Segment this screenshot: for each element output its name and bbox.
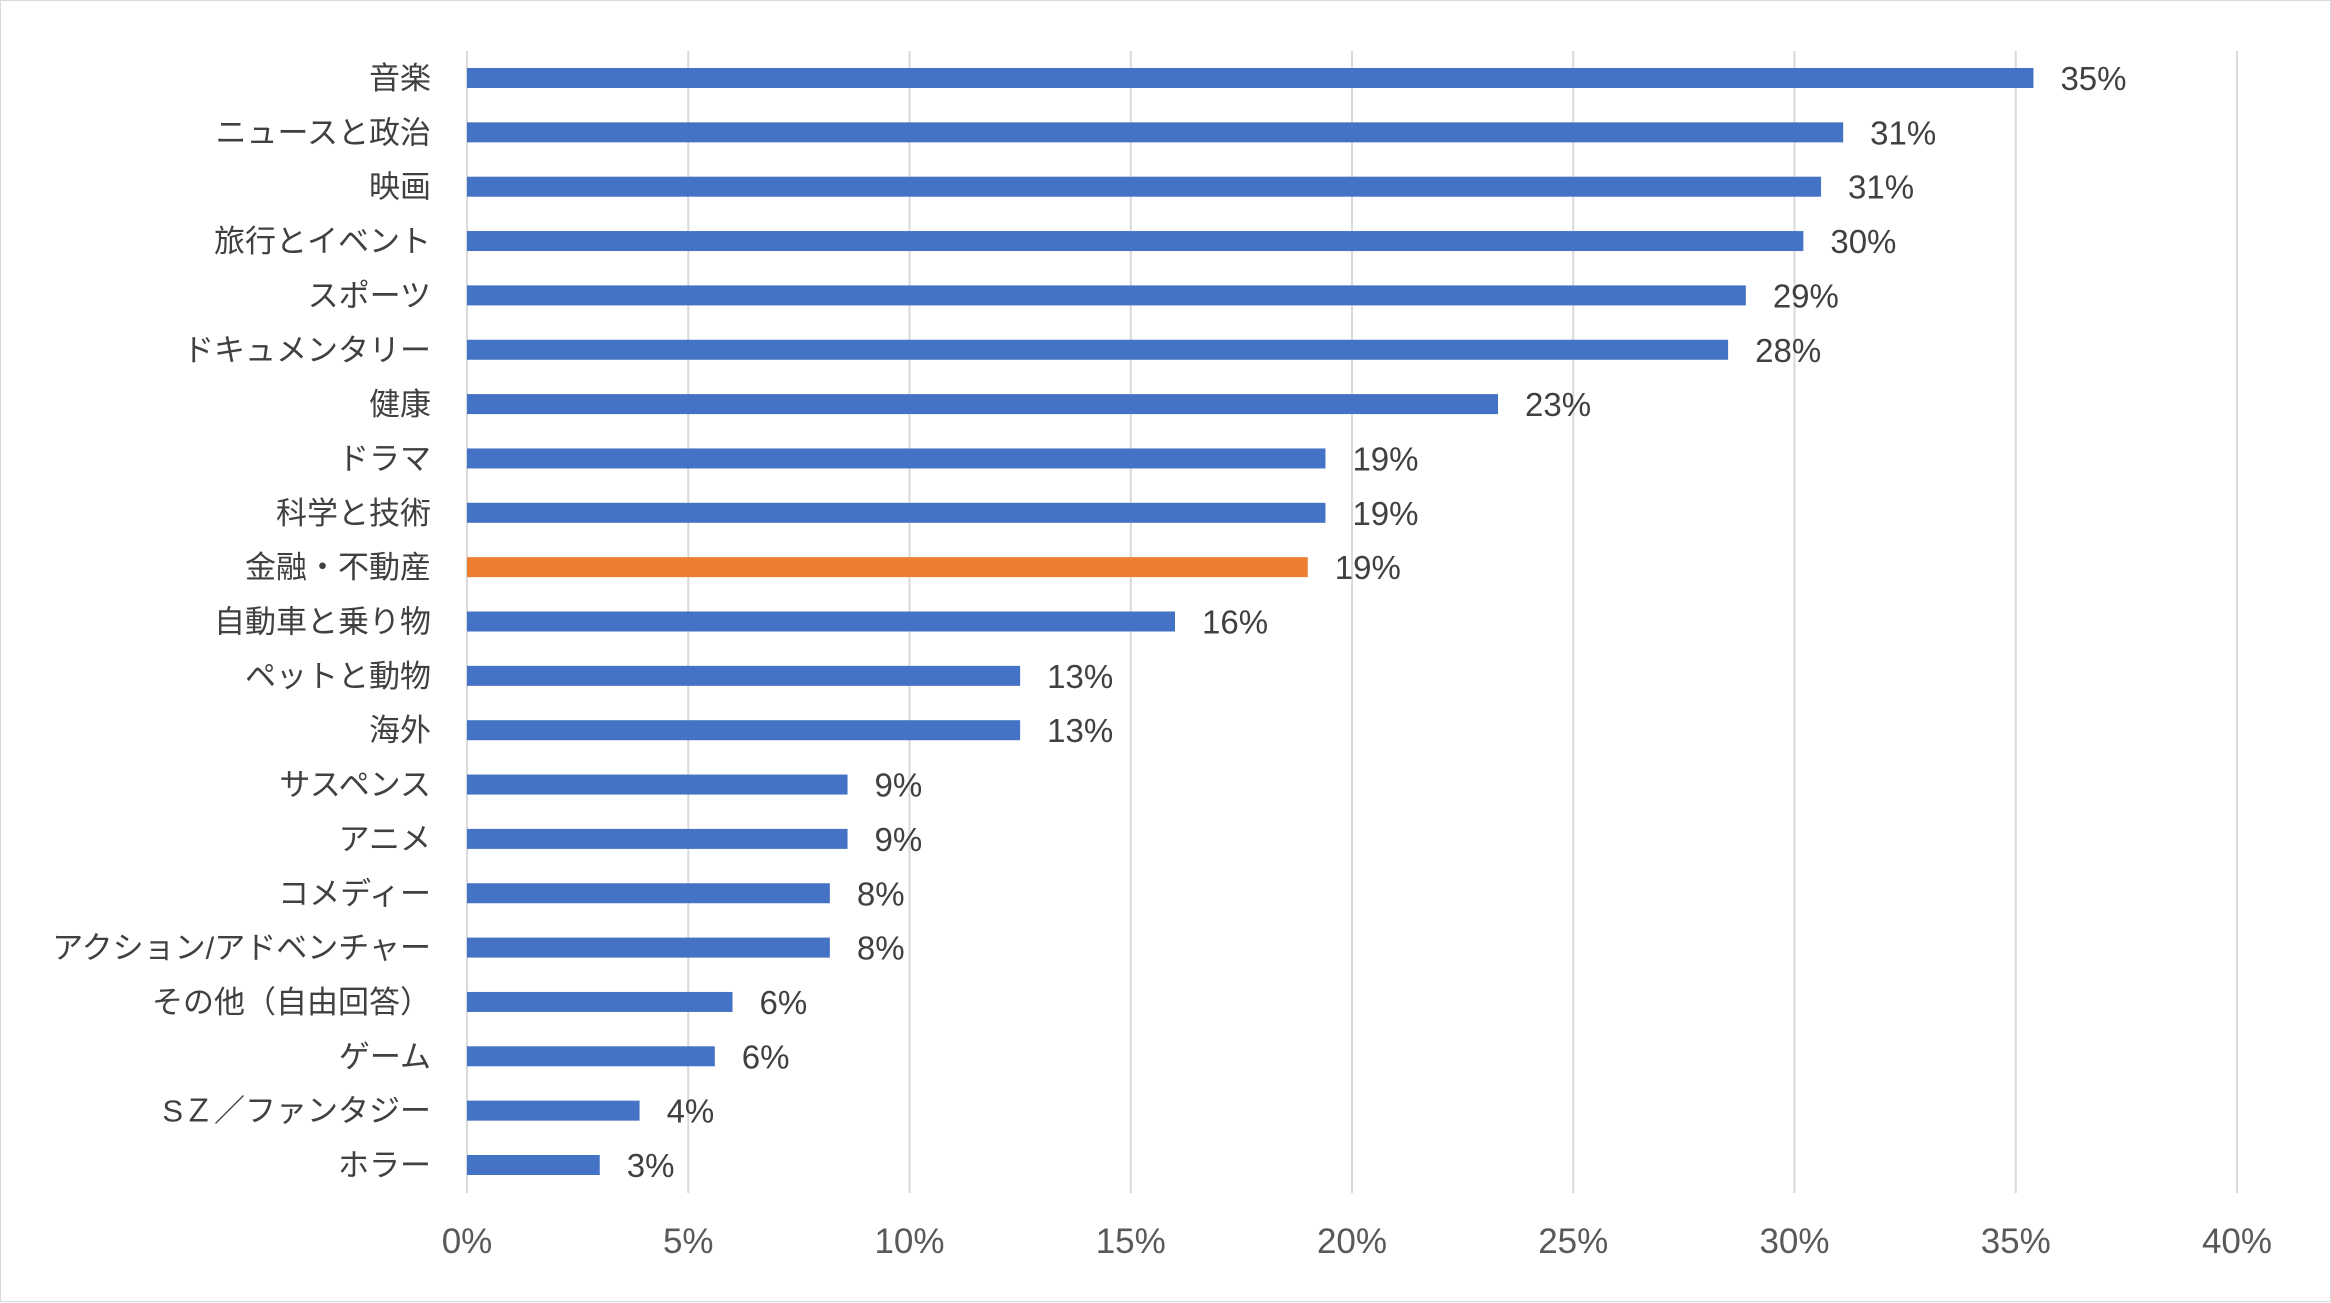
category-label: ドラマ [338, 441, 431, 476]
bar [467, 883, 830, 904]
bar [467, 394, 1499, 415]
data-label: 9% [875, 821, 923, 858]
data-label: 23% [1525, 386, 1591, 423]
bar [467, 1046, 715, 1067]
bar [467, 285, 1746, 306]
data-label: 19% [1352, 495, 1418, 532]
data-label: 8% [857, 875, 905, 912]
data-label: 19% [1352, 440, 1418, 477]
bar [467, 448, 1326, 469]
x-tick-label: 5% [663, 1222, 714, 1261]
category-label: 科学と技術 [276, 496, 431, 531]
x-tick-label: 35% [1981, 1222, 2051, 1261]
category-label: ホラー [338, 1148, 431, 1183]
data-label: 35% [2060, 60, 2126, 97]
bar [467, 611, 1175, 632]
data-label: 9% [875, 767, 923, 804]
data-label: 16% [1202, 604, 1268, 641]
x-tick-label: 40% [2202, 1222, 2272, 1261]
bar [467, 68, 2034, 88]
x-tick-label: 15% [1096, 1222, 1166, 1261]
category-label: 自動車と乗り物 [214, 605, 431, 640]
category-label: 海外 [369, 713, 431, 748]
bar [467, 1100, 640, 1121]
bar [467, 502, 1326, 523]
category-label: SＺ／ファンタジー [162, 1094, 431, 1129]
data-label: 8% [857, 930, 905, 967]
x-tick-label: 25% [1538, 1222, 1608, 1261]
category-label: 旅行とイベント [214, 224, 431, 259]
data-label: 29% [1773, 277, 1839, 314]
data-label: 31% [1870, 114, 1936, 151]
bar [467, 339, 1729, 360]
data-label: 6% [760, 984, 808, 1021]
category-label: その他（自由回答） [152, 985, 431, 1020]
bar [467, 122, 1844, 143]
data-label: 30% [1830, 223, 1896, 260]
bar [467, 1155, 600, 1175]
data-label: 4% [667, 1093, 715, 1130]
bar [467, 774, 848, 795]
data-label: 28% [1755, 332, 1821, 369]
data-label: 31% [1848, 169, 1914, 206]
category-label: サスペンス [279, 768, 431, 803]
bar [467, 231, 1804, 252]
category-label: スポーツ [308, 278, 431, 313]
data-label: 13% [1047, 658, 1113, 695]
category-label: 金融・不動産 [245, 550, 431, 585]
category-label: 音楽 [369, 61, 431, 96]
x-tick-label: 20% [1317, 1222, 1387, 1261]
category-label: 映画 [369, 170, 431, 205]
category-label: コメディー [278, 876, 431, 911]
bar [467, 720, 1021, 741]
bar [467, 937, 830, 958]
x-tick-label: 0% [442, 1222, 493, 1261]
bar [467, 176, 1822, 197]
bar [467, 665, 1021, 686]
category-label: ニュースと政治 [216, 115, 431, 150]
category-label: ドキュメンタリー [183, 333, 431, 368]
data-label: 3% [627, 1147, 675, 1184]
x-tick-label: 30% [1759, 1222, 1829, 1261]
bar [467, 557, 1308, 578]
category-label: ゲーム [339, 1039, 431, 1074]
bar [467, 828, 848, 849]
x-tick-label: 10% [874, 1222, 944, 1261]
category-label: アニメ [339, 822, 431, 857]
data-label: 19% [1335, 549, 1401, 586]
data-label: 13% [1047, 712, 1113, 749]
bar [467, 991, 733, 1012]
data-label: 6% [742, 1038, 790, 1075]
category-label: 健康 [369, 387, 431, 422]
category-label: ペットと動物 [245, 659, 431, 694]
category-label: アクション/アドベンチャー [52, 931, 431, 966]
